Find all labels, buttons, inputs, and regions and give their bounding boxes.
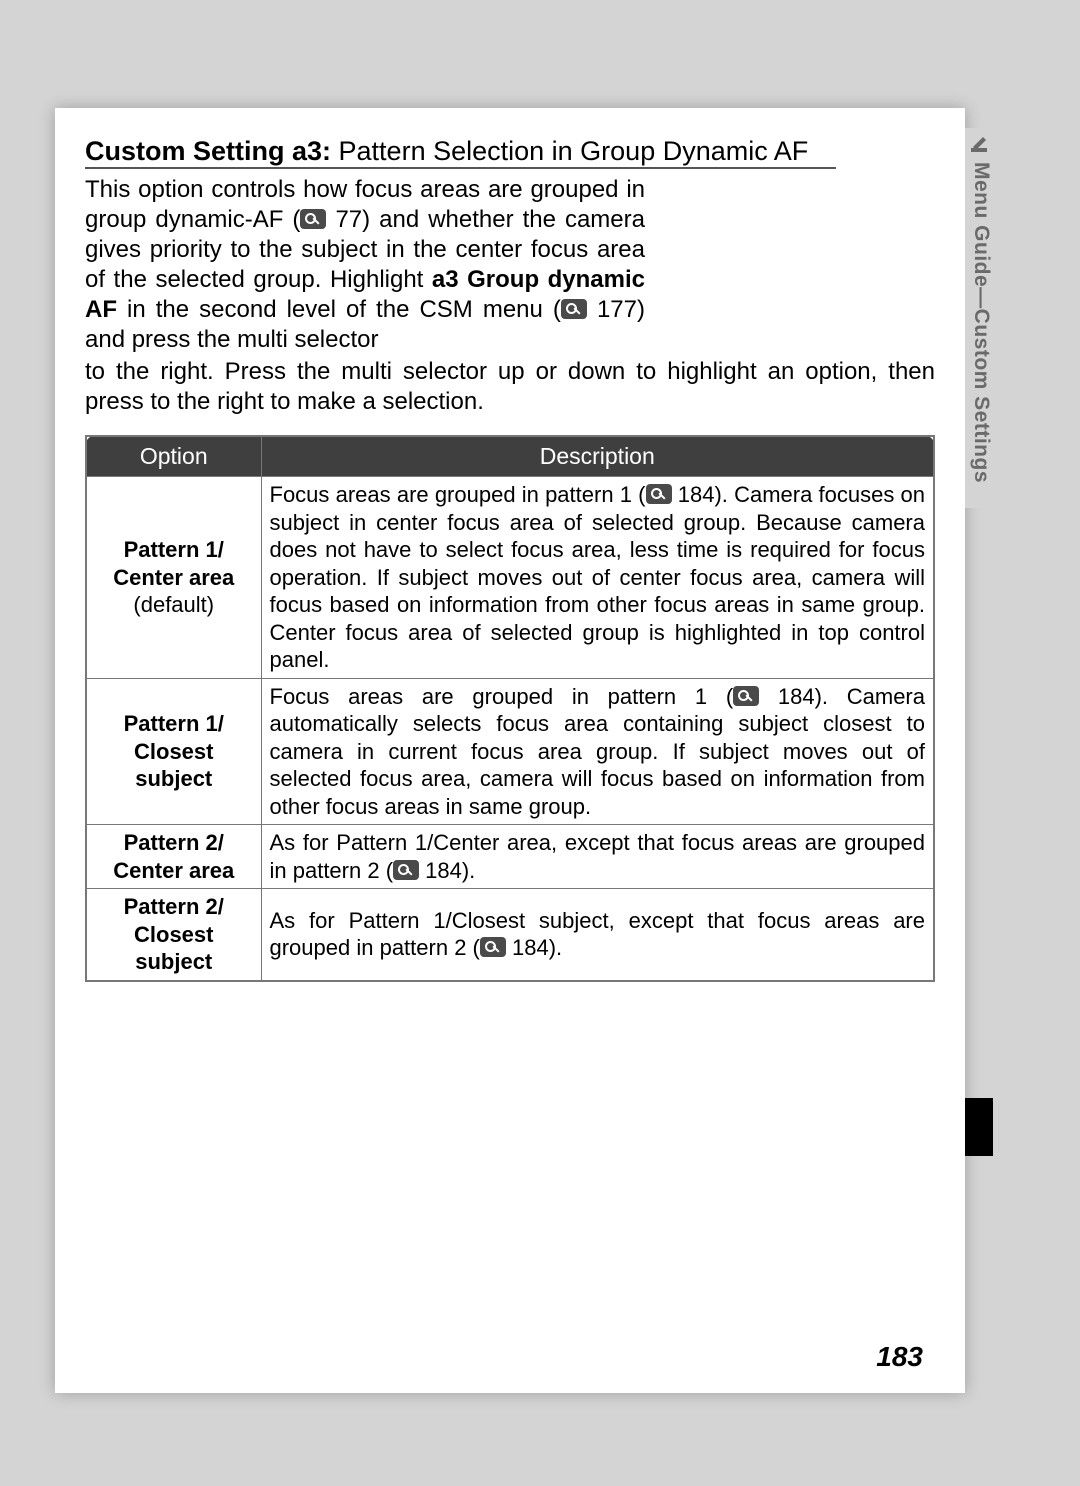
- option-name: Pattern 2/: [124, 894, 224, 919]
- reference-icon: [646, 484, 672, 504]
- option-cell: Pattern 2/ Closest subject: [86, 889, 261, 981]
- option-default-note: (default): [133, 592, 214, 617]
- option-name: Center area: [113, 565, 234, 590]
- intro-text: in the second level of the CSM menu (: [117, 296, 561, 323]
- reference-icon: [300, 209, 326, 229]
- reference-icon: [480, 937, 506, 957]
- reference-icon: [561, 299, 587, 319]
- table-header-row: Option Description: [86, 436, 934, 477]
- heading-rest: Pattern Selection in Group Dynamic AF: [331, 136, 808, 166]
- option-name: Pattern 1/: [124, 537, 224, 562]
- desc-text: ).: [549, 935, 562, 960]
- option-cell: Pattern 2/ Center area: [86, 825, 261, 889]
- page-ref: 184: [678, 482, 715, 507]
- page-ref: 184: [778, 684, 815, 709]
- intro-text: to the right. Press the multi selector u…: [85, 358, 935, 415]
- col-header-description: Description: [261, 436, 934, 477]
- page-ref: 77: [335, 206, 362, 233]
- reference-icon: [733, 686, 759, 706]
- page-number: 183: [876, 1341, 923, 1373]
- option-name: Center area: [113, 858, 234, 883]
- desc-text: ).: [462, 858, 475, 883]
- heading-bold: Custom Setting a3:: [85, 136, 331, 166]
- desc-bold: Pattern 1/Closest subject: [349, 908, 609, 933]
- option-cell: Pattern 1/ Closest subject: [86, 678, 261, 825]
- option-name: Pattern 1/: [124, 711, 224, 736]
- desc-text: Focus areas are grouped in pattern 1 (: [270, 684, 734, 709]
- page-ref: 177: [597, 296, 637, 323]
- manual-page: Menu Guide—Custom Settings Custom Settin…: [55, 108, 965, 1393]
- intro-paragraph-narrow: This option controls how focus areas are…: [85, 175, 645, 355]
- side-tab: Menu Guide—Custom Settings: [965, 128, 993, 508]
- col-header-option: Option: [86, 436, 261, 477]
- desc-text: As for: [270, 908, 349, 933]
- pencil-icon: [969, 134, 989, 154]
- options-table: Option Description Pattern 1/ Center are…: [85, 435, 935, 982]
- option-cell: Pattern 1/ Center area (default): [86, 477, 261, 679]
- table-row: Pattern 1/ Closest subject Focus areas a…: [86, 678, 934, 825]
- description-cell: Focus areas are grouped in pattern 1 ( 1…: [261, 678, 934, 825]
- table-row: Pattern 1/ Center area (default) Focus a…: [86, 477, 934, 679]
- section-heading: Custom Setting a3: Pattern Selection in …: [85, 136, 935, 173]
- option-name: Pattern 2/: [124, 830, 224, 855]
- desc-text: ). Camera focuses on subject in center f…: [270, 482, 926, 672]
- reference-icon: [393, 860, 419, 880]
- desc-text: Focus areas are grouped in pattern 1 (: [270, 482, 646, 507]
- desc-bold: Pattern 1/Center area: [336, 830, 551, 855]
- page-ref: 184: [425, 858, 462, 883]
- table-row: Pattern 2/ Center area As for Pattern 1/…: [86, 825, 934, 889]
- table-row: Pattern 2/ Closest subject As for Patter…: [86, 889, 934, 981]
- side-tab-label: Menu Guide—Custom Settings: [965, 162, 993, 502]
- description-cell: As for Pattern 1/Center area, except tha…: [261, 825, 934, 889]
- page-ref: 184: [512, 935, 549, 960]
- description-cell: Focus areas are grouped in pattern 1 ( 1…: [261, 477, 934, 679]
- intro-paragraph-wide: to the right. Press the multi selector u…: [85, 357, 935, 417]
- section-marker: [965, 1098, 993, 1156]
- description-cell: As for Pattern 1/Closest subject, except…: [261, 889, 934, 981]
- option-name: Closest subject: [134, 922, 213, 975]
- option-name: Closest subject: [134, 739, 213, 792]
- desc-text: As for: [270, 830, 337, 855]
